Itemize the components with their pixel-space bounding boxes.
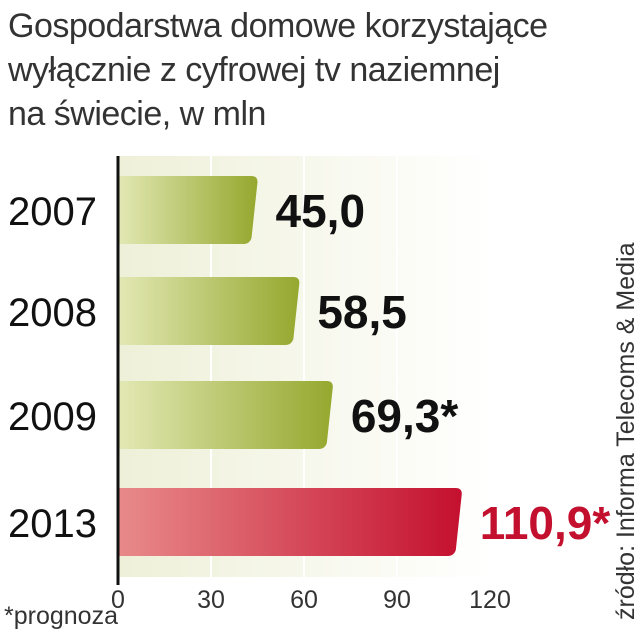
chart-title-line-3: na świecie, w mln <box>8 95 266 133</box>
value-label-2013: 110,9* <box>480 497 611 549</box>
chart-title-line-1: Gospodarstwa domowe korzystające <box>8 7 548 45</box>
bar-2008 <box>118 277 300 345</box>
x-tick-label-60: 60 <box>290 586 318 614</box>
x-tick-label-0: 0 <box>111 586 125 614</box>
category-label-2013: 2013 <box>8 502 97 546</box>
forecast-footnote: *prognoza <box>4 602 118 630</box>
category-label-2009: 2009 <box>8 395 97 439</box>
bar-2007 <box>118 176 258 244</box>
chart-title: Gospodarstwa domowe korzystające wyłączn… <box>8 4 608 136</box>
x-tick-label-120: 120 <box>469 586 511 614</box>
category-label-2007: 2007 <box>8 190 97 234</box>
x-tick-label-90: 90 <box>383 586 411 614</box>
bar-2009 <box>118 381 333 449</box>
category-label-2008: 2008 <box>8 291 97 335</box>
value-label-2007: 45,0 <box>276 185 366 237</box>
source-note: źródło: Informa Telecoms & Media <box>612 242 640 620</box>
bar-2013 <box>118 488 462 556</box>
x-tick-label-30: 30 <box>197 586 225 614</box>
value-label-2008: 58,5 <box>317 286 407 338</box>
chart-title-line-2: wyłącznie z cyfrowej tv naziemnej <box>8 51 500 89</box>
value-label-2009: 69,3* <box>351 390 459 442</box>
